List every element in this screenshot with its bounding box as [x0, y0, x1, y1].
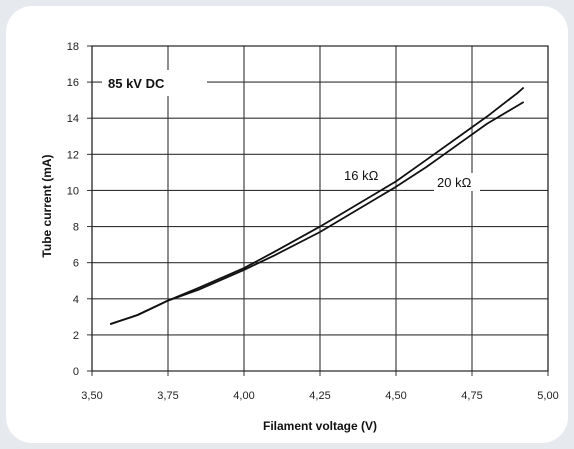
y-tick-label: 4 [73, 294, 79, 306]
plot-frame [91, 45, 549, 372]
y-tick-label: 8 [73, 222, 79, 234]
y-tick-label: 12 [67, 149, 79, 161]
y-tick-label: 0 [73, 366, 79, 378]
series-label-16k: 16 kΩ [344, 168, 379, 183]
x-tick-label: 4,25 [309, 390, 330, 402]
y-tick-label: 6 [73, 258, 79, 270]
y-axis-title: Tube current (mA) [40, 154, 54, 257]
x-tick-label: 4,50 [385, 390, 406, 402]
y-tick-label: 18 [67, 41, 79, 53]
series-line-2 [109, 101, 525, 325]
x-tick-label: 3,75 [157, 390, 178, 402]
y-tick-label: 14 [67, 113, 79, 125]
x-tick-label: 4,75 [461, 390, 482, 402]
x-tick-label: 3,50 [81, 390, 102, 402]
x-tick-label: 5,00 [537, 390, 558, 402]
series-lines [109, 86, 525, 325]
x-tick-label: 4,00 [233, 390, 254, 402]
x-tick-labels: 3,50 3,75 4,00 4,25 4,50 4,75 5,00 [81, 390, 558, 402]
y-tick-label: 16 [67, 77, 79, 89]
series-label-bg-16k [342, 166, 388, 184]
series-label-20k: 20 kΩ [437, 175, 472, 190]
chart-card [6, 6, 568, 443]
y-tick-label: 10 [67, 185, 79, 197]
annotation-label: 85 kV DC [108, 76, 165, 91]
series-line-1 [109, 86, 525, 325]
series-label-bg-20k [434, 173, 480, 191]
annotation-box [102, 70, 207, 96]
y-tick-label: 2 [73, 330, 79, 342]
y-tick-labels: 0 2 4 6 8 10 12 14 16 18 [67, 41, 79, 378]
x-axis-title: Filament voltage (V) [263, 419, 377, 433]
